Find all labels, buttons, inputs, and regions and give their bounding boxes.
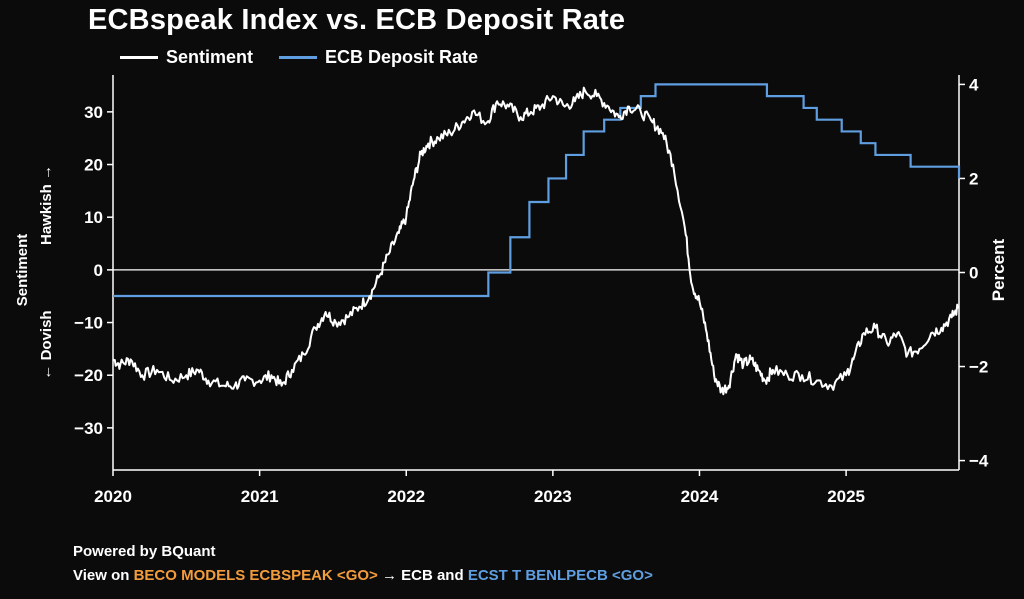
- chart-legend: Sentiment ECB Deposit Rate: [120, 46, 478, 68]
- axis-labels-group: Sentiment Hawkish → ← Dovish Percent: [14, 165, 1008, 380]
- y-tick-left-label: −30: [74, 419, 103, 438]
- y-axis-label-hawkish: Hawkish →: [38, 165, 55, 245]
- y-tick-right-label: −4: [969, 452, 989, 471]
- y-axis-label-sentiment: Sentiment: [14, 234, 31, 307]
- x-tick-label: 2022: [387, 487, 425, 506]
- x-tick-label: 2021: [241, 487, 279, 506]
- y-tick-right-label: −2: [969, 358, 988, 377]
- x-tick-label: 2025: [827, 487, 865, 506]
- y-axis-label-percent: Percent: [989, 238, 1008, 301]
- y-tick-right-label: 2: [969, 169, 978, 188]
- footer-command-ecbspeak[interactable]: BECO MODELS ECBSPEAK <GO>: [133, 567, 378, 584]
- y-tick-left-label: −20: [74, 366, 103, 385]
- y-tick-left-label: −10: [74, 314, 103, 333]
- footer-command-ecst[interactable]: ECST T BENLPECB <GO>: [467, 567, 653, 584]
- y-tick-left-label: 10: [84, 208, 103, 227]
- legend-swatch-sentiment: [120, 55, 158, 59]
- chart-title: ECBspeak Index vs. ECB Deposit Rate: [88, 4, 626, 36]
- legend-label-deposit-rate: ECB Deposit Rate: [325, 46, 479, 67]
- legend-label-sentiment: Sentiment: [166, 46, 254, 67]
- axes-group: [112, 75, 960, 471]
- legend-swatch-deposit-rate: [279, 55, 318, 59]
- legend-item-sentiment: Sentiment: [120, 47, 253, 68]
- y-tick-right-label: 4: [969, 75, 979, 94]
- footer-powered-by: Powered by BQuant: [73, 543, 216, 560]
- y-tick-left-label: 30: [84, 103, 103, 122]
- y-axis-label-dovish: ← Dovish: [38, 310, 55, 379]
- series-line-deposit-rate: [113, 83, 961, 298]
- y-tick-right-label: 0: [969, 264, 978, 283]
- x-tick-label: 2023: [534, 487, 572, 506]
- series-group: [112, 83, 961, 396]
- x-tick-label: 2020: [94, 487, 132, 506]
- footer-view-on-text: View on: [73, 567, 134, 584]
- y-tick-left-label: 20: [84, 156, 103, 175]
- x-tick-label: 2024: [681, 487, 719, 506]
- footer-arrow-text: → ECB and: [377, 567, 468, 584]
- series-line-sentiment: [112, 86, 960, 396]
- footer-view-on: View on BECO MODELS ECBSPEAK <GO> → ECB …: [73, 567, 653, 584]
- y-tick-left-label: 0: [94, 261, 103, 280]
- legend-item-deposit-rate: ECB Deposit Rate: [279, 47, 478, 68]
